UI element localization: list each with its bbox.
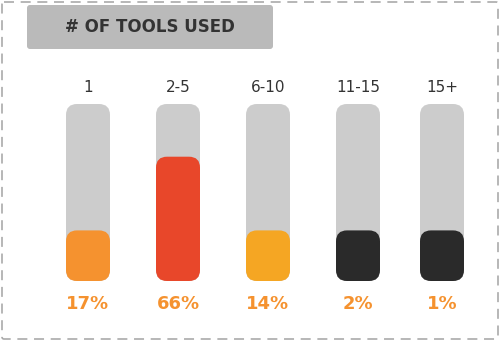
Text: 1%: 1% [426, 295, 458, 313]
Text: 6-10: 6-10 [251, 80, 285, 95]
Text: 17%: 17% [66, 295, 110, 313]
Text: # OF TOOLS USED: # OF TOOLS USED [65, 18, 235, 36]
FancyBboxPatch shape [246, 104, 290, 281]
Text: 11-15: 11-15 [336, 80, 380, 95]
FancyBboxPatch shape [27, 5, 273, 49]
FancyBboxPatch shape [336, 231, 380, 281]
FancyBboxPatch shape [246, 231, 290, 281]
FancyBboxPatch shape [156, 104, 200, 281]
FancyBboxPatch shape [336, 104, 380, 281]
FancyBboxPatch shape [66, 104, 110, 281]
Text: 2%: 2% [342, 295, 374, 313]
Text: 14%: 14% [246, 295, 290, 313]
FancyBboxPatch shape [420, 104, 464, 281]
FancyBboxPatch shape [66, 231, 110, 281]
Text: 2-5: 2-5 [166, 80, 190, 95]
FancyBboxPatch shape [420, 231, 464, 281]
Text: 1: 1 [83, 80, 93, 95]
FancyBboxPatch shape [156, 157, 200, 281]
Text: 66%: 66% [156, 295, 200, 313]
Text: 15+: 15+ [426, 80, 458, 95]
